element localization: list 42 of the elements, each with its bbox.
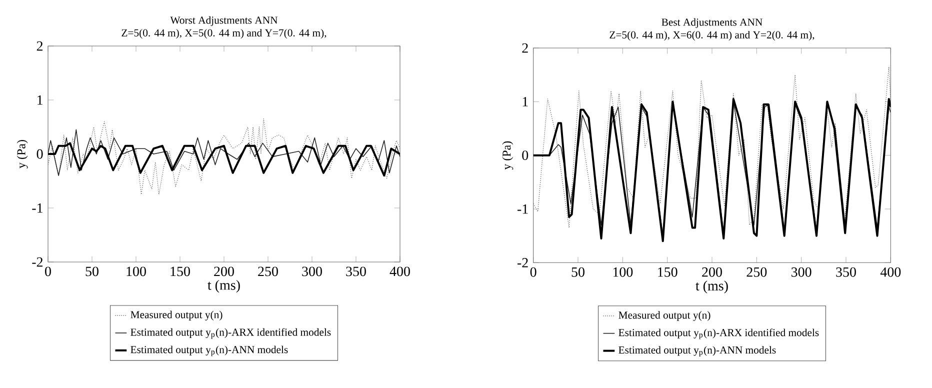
y-tick-label: 1 (522, 97, 528, 106)
x-tick-label: 100 (613, 267, 633, 277)
legend-label: Measured output y(n) (130, 310, 222, 320)
x-tick-label: 300 (792, 267, 812, 277)
x-tick-label: 100 (126, 266, 146, 276)
x-tick-label: 50 (86, 266, 98, 276)
x-axis-title: t (ms) (696, 280, 728, 294)
x-tick-label: 250 (258, 266, 278, 276)
x-tick-label: 250 (746, 267, 767, 277)
chart-subtitle: Z=5(0. 44 m), X=5(0. 44 m) and Y=7(0. 44 m), (122, 28, 326, 39)
x-tick-label: 150 (658, 267, 678, 277)
x-tick-label: 300 (302, 266, 322, 276)
y-tick-label: 0 (36, 149, 43, 159)
y-axis-title: y (Pa) (16, 140, 28, 168)
chart-title: Best Adjustments ANN (662, 18, 762, 28)
y-axis-title: y (Pa) (502, 141, 514, 170)
y-tick-label: -2 (32, 257, 43, 267)
legend-label: Measured output y(n) (618, 311, 710, 321)
x-tick-label: 200 (214, 266, 234, 276)
x-tick-label: 0 (530, 267, 536, 277)
x-tick-label: 50 (572, 267, 584, 277)
y-tick-label: 0 (522, 150, 528, 160)
x-tick-label: 400 (390, 266, 410, 276)
y-tick-label: 2 (36, 41, 43, 51)
x-tick-label: 350 (346, 266, 366, 276)
x-tick-label: 150 (170, 266, 190, 276)
legend-label: Estimated output y$_{p}$(n)-ANN models (618, 346, 776, 357)
y-tick-label: 1 (38, 95, 42, 105)
y-tick-label: -1 (32, 203, 42, 213)
legend-label: Estimated output y$_{p}$(n)-ANN models (130, 346, 288, 356)
legend-label: Estimated output y$_{p}$(n)-ARX identified models (130, 328, 331, 339)
y-tick-label: -2 (517, 258, 528, 268)
y-tick-label: -1 (517, 204, 528, 214)
x-tick-label: 350 (836, 267, 856, 277)
chart-title: Worst Adjustments ANN (170, 16, 278, 26)
legend-label: Estimated output y$_{p}$(n)-ARX identified models (618, 328, 819, 340)
x-tick-label: 0 (45, 266, 51, 276)
x-tick-label: 400 (880, 267, 901, 277)
chart-subtitle: Z=5(0. 44 m), X=6(0. 44 m) and Y=2(0. 44 m), (610, 30, 814, 41)
y-tick-label: 2 (522, 43, 528, 53)
x-axis-title: t (ms) (208, 280, 240, 293)
x-tick-label: 200 (702, 267, 722, 277)
